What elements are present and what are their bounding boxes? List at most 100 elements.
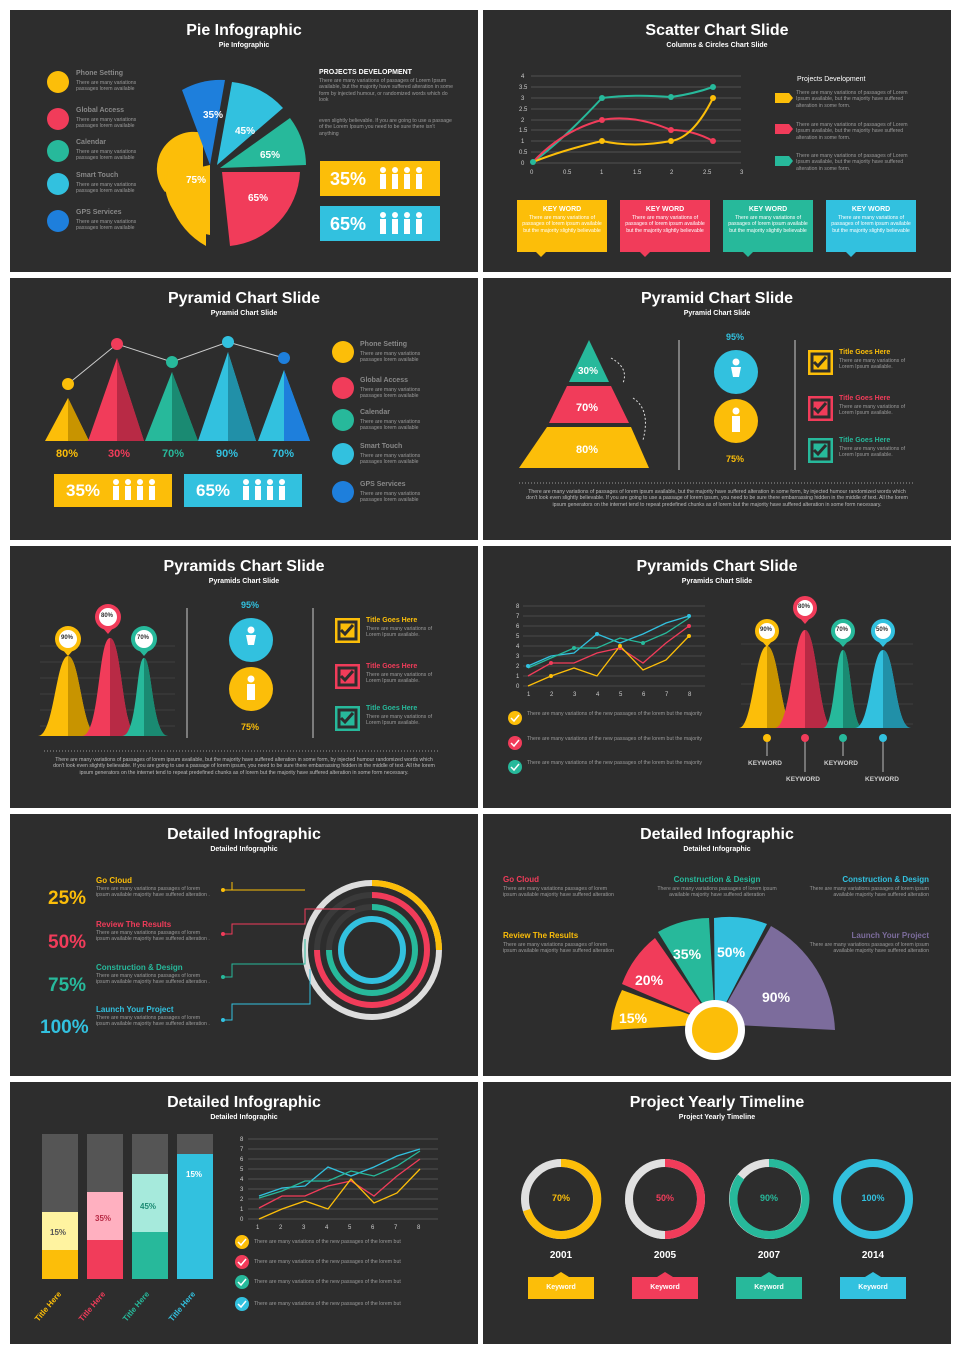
legend-text: There are many variations of passages of… — [796, 90, 908, 109]
pct-label: 70% — [162, 448, 185, 460]
pct-label: 80% — [56, 448, 79, 460]
fan-graphic — [611, 916, 835, 1060]
keyword: KEYWORD — [865, 776, 899, 783]
keyword-text: There are many variations of passages of… — [625, 215, 705, 234]
item-text: There are many variations passages lorem… — [360, 453, 421, 466]
label-title: Construction & Design — [842, 875, 929, 884]
pin-label: 70% — [137, 635, 150, 641]
goal-title: Title Goes Here — [366, 663, 418, 670]
slide-title: Project Yearly Timeline — [629, 1094, 805, 1111]
goal-title: Title Goes Here — [366, 705, 418, 712]
slide-title: Pyramid Chart Slide — [640, 290, 794, 307]
svg-text:5: 5 — [348, 1225, 352, 1231]
svg-text:1: 1 — [240, 1207, 244, 1213]
year: 2001 — [549, 1250, 573, 1261]
label-title: Go Cloud — [503, 875, 539, 884]
keyword: KEYWORD — [748, 760, 782, 767]
pie-label: 45% — [235, 126, 256, 137]
fan-label: 90% — [762, 989, 791, 1005]
stat-65: 65% — [196, 481, 231, 500]
keyword-label: KEY WORD — [542, 206, 582, 213]
check-text: There are many variations of the new pas… — [527, 760, 703, 766]
projects-text: There are many variations of passages of… — [319, 78, 453, 104]
keyword-text: There are many variations of passages of… — [831, 215, 911, 234]
timeline-rings — [521, 1158, 913, 1299]
svg-text:0: 0 — [530, 170, 534, 176]
pie-label: 75% — [186, 175, 207, 186]
top-pct: 95% — [726, 332, 745, 342]
goal-text: There are many variations of Lorem Ipsum… — [366, 626, 433, 639]
svg-text:4: 4 — [240, 1177, 244, 1183]
slide-subtitle: Project Yearly Timeline — [678, 1114, 756, 1121]
keyword: KEYWORD — [824, 760, 858, 767]
row-pct: 100% — [40, 1017, 89, 1038]
keyword: KEYWORD — [786, 776, 820, 783]
svg-text:7: 7 — [665, 692, 669, 698]
goal-text: There are many variations of Lorem Ipsum… — [366, 672, 433, 685]
keyword-tag: Keyword — [858, 1284, 888, 1291]
top-pct: 95% — [241, 600, 260, 610]
pin-label: 80% — [798, 604, 811, 610]
svg-text:7: 7 — [240, 1147, 244, 1153]
scatter-chart: 4 3.5 3 2.5 2 1.5 1 0.5 0 0 0.5 1 1.5 2 2.5 3 — [517, 74, 916, 257]
svg-text:6: 6 — [240, 1157, 244, 1163]
slide-project-timeline: Project Yearly Timeline Project Yearly T… — [483, 1082, 951, 1344]
pyramid-graphic — [45, 336, 354, 507]
check-text: There are many variations of the new pas… — [527, 736, 703, 742]
svg-text:1.5: 1.5 — [519, 128, 528, 134]
bars-linechart: 8 7 6 5 4 3 2 1 0 1 2 3 4 5 6 7 8 — [42, 1134, 438, 1311]
item-label: Phone Setting — [76, 70, 124, 77]
svg-text:7: 7 — [394, 1225, 398, 1231]
pct-label: 30% — [108, 448, 131, 460]
svg-text:5: 5 — [619, 692, 623, 698]
slide-title: Pie Infographic — [186, 22, 302, 39]
slide-title: Scatter Chart Slide — [645, 22, 789, 39]
svg-text:6: 6 — [371, 1225, 375, 1231]
goal-title: Title Goes Here — [366, 617, 418, 624]
pie-label: 65% — [248, 193, 269, 204]
year: 2014 — [861, 1250, 885, 1261]
item-label: GPS Services — [360, 481, 406, 488]
legend-text: There are many variations of passages of… — [796, 153, 908, 172]
item-label: Calendar — [360, 409, 390, 416]
legend-text: There are many variations of passages of… — [796, 122, 908, 141]
fan-label: 50% — [717, 944, 746, 960]
label-text: There are many variations passages of lo… — [657, 886, 777, 899]
goal-title: Title Goes Here — [839, 349, 891, 356]
svg-text:6: 6 — [642, 692, 646, 698]
svg-text:2: 2 — [279, 1225, 283, 1231]
keyword-text: There are many variations of passages of… — [728, 215, 808, 234]
item-text: There are many variations passages lorem… — [76, 117, 137, 130]
goal-text: There are many variations of Lorem Ipsum… — [839, 404, 906, 417]
svg-text:1.5: 1.5 — [633, 170, 642, 176]
slide-subtitle: Pie Infographic — [218, 42, 270, 49]
label-text: There are many variations passages of lo… — [809, 886, 929, 899]
pin-label: 90% — [61, 635, 74, 641]
fan-label: 35% — [673, 946, 702, 962]
legend-title: Projects Development — [797, 76, 866, 83]
slide-subtitle: Pyramid Chart Slide — [210, 310, 278, 317]
ring-pct: 70% — [551, 1193, 570, 1203]
stat-35: 35% — [66, 481, 101, 500]
row-title: Go Cloud — [96, 876, 132, 885]
svg-text:8: 8 — [417, 1225, 421, 1231]
svg-text:2.5: 2.5 — [703, 170, 712, 176]
paragraph: There are many variations of passages of… — [526, 489, 908, 508]
bar-pct: 15% — [186, 1170, 203, 1179]
item-label: Smart Touch — [76, 172, 119, 179]
projects-title: PROJECTS DEVELOPMENT — [319, 69, 412, 76]
slide-title: Detailed Infographic — [167, 826, 321, 843]
item-text: There are many variations passages lorem… — [76, 219, 137, 232]
pie-label: 65% — [260, 150, 281, 161]
pct-label: 70% — [272, 448, 295, 460]
svg-text:0: 0 — [521, 161, 525, 167]
svg-text:6: 6 — [516, 624, 520, 630]
stat-65: 65% — [330, 214, 367, 234]
svg-text:3: 3 — [573, 692, 577, 698]
svg-text:0: 0 — [516, 684, 520, 690]
fan-label: 15% — [619, 1010, 648, 1026]
keyword-label: KEY WORD — [748, 206, 788, 213]
item-label: Smart Touch — [360, 443, 403, 450]
check-text: There are many variations of the new pas… — [254, 1301, 401, 1307]
svg-text:3: 3 — [521, 96, 525, 102]
